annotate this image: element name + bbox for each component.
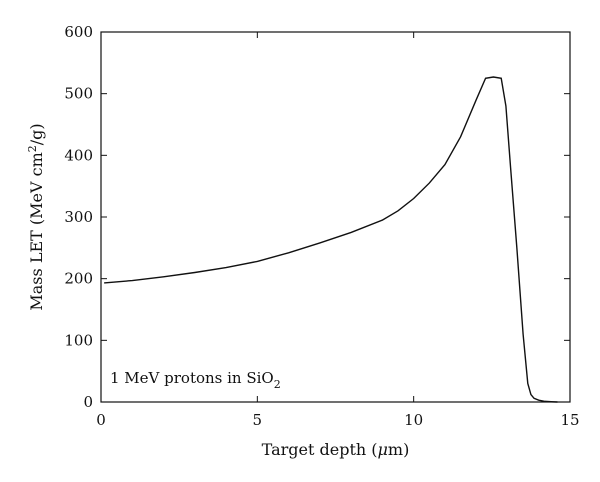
y-axis-superscript: 2: [26, 145, 39, 152]
y-axis-title-suffix: /g): [27, 123, 46, 145]
x-axis-title: Target depth (μm): [262, 440, 410, 459]
annotation-subscript: 2: [274, 378, 281, 391]
y-tick-label: 0: [83, 393, 93, 411]
x-tick-label: 15: [560, 411, 579, 429]
annotation-prefix: 1 MeV protons in SiO: [110, 369, 274, 387]
x-axis-title-text: Target depth (: [262, 440, 378, 459]
x-axis-unit: μ: [378, 440, 388, 459]
y-tick-label: 500: [64, 85, 93, 103]
x-axis-title-suffix: m): [388, 440, 409, 459]
y-tick-label: 600: [64, 23, 93, 41]
x-tick-label: 5: [253, 411, 263, 429]
annotation-label: 1 MeV protons in SiO2: [110, 369, 281, 391]
x-tick-label: 10: [404, 411, 423, 429]
x-tick-label: 0: [96, 411, 106, 429]
ticks: [100, 31, 571, 403]
series-line-1: [104, 76, 558, 403]
y-tick-label: 300: [64, 208, 93, 226]
y-axis-title: Mass LET (MeV cm2/g): [26, 123, 46, 310]
y-axis-title-text: Mass LET (MeV cm: [27, 152, 46, 310]
y-tick-label: 100: [64, 331, 93, 349]
y-tick-label: 400: [64, 146, 93, 164]
tick-labels: 0 5 10 15 0 100 200 300 400 500 600: [64, 23, 579, 429]
plot-frame: [100, 31, 571, 403]
y-tick-label: 200: [64, 270, 93, 288]
